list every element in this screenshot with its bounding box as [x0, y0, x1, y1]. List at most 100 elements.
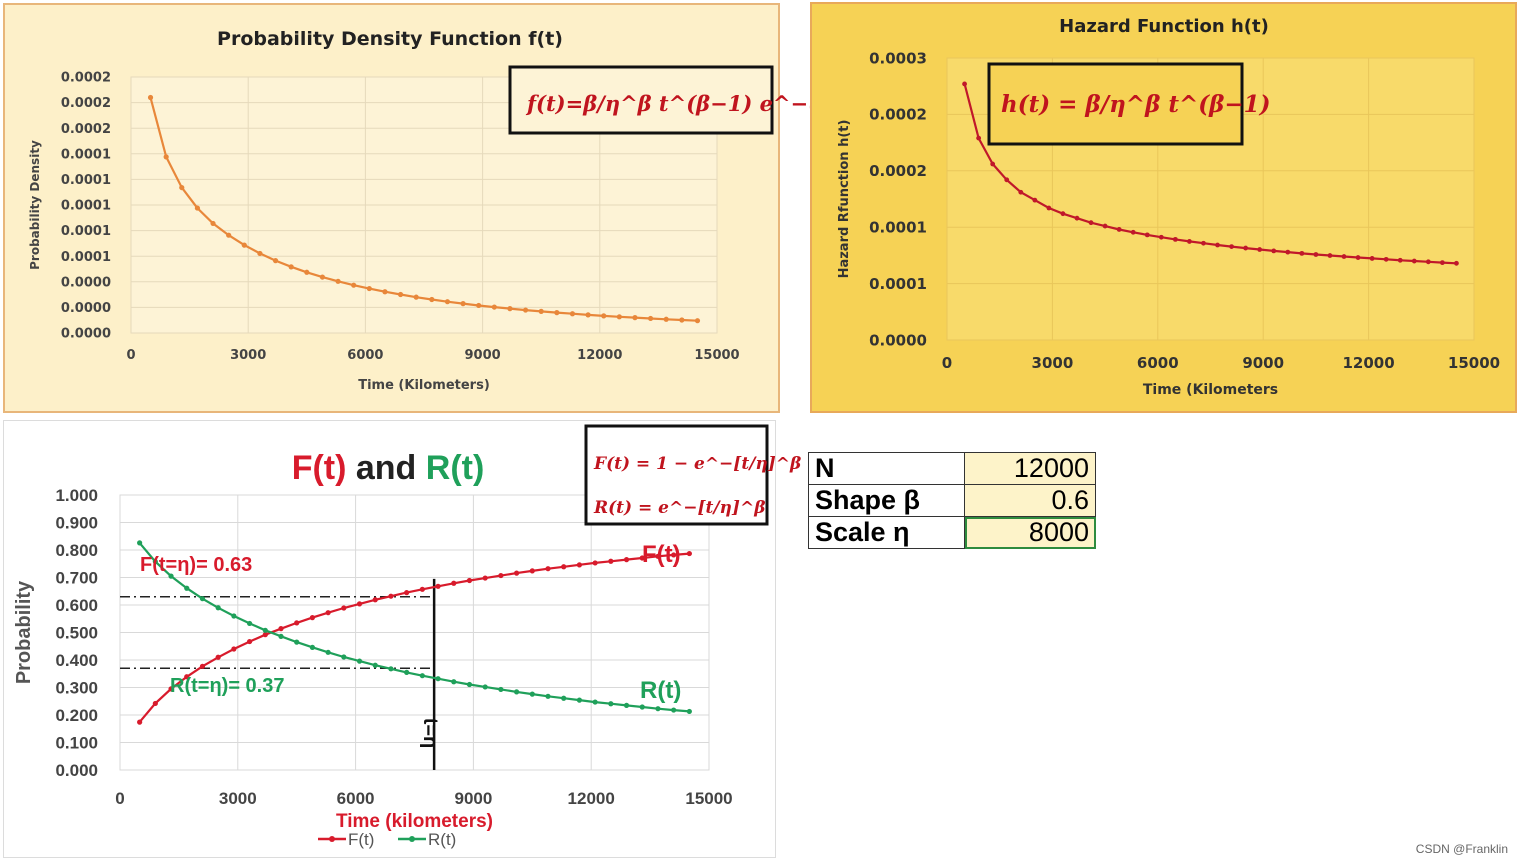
chart-title-part: R(t): [416, 449, 484, 487]
y-tick-label: 0.0000: [61, 301, 111, 316]
R-series-point: [199, 596, 206, 602]
hazard-series-point: [1299, 250, 1305, 256]
pdf-series-point: [538, 308, 544, 314]
chart-title: Hazard Function h(t): [1059, 16, 1269, 37]
x-tick-label: 15000: [1448, 354, 1500, 372]
F-series-point: [623, 557, 630, 563]
R-series-point: [466, 681, 473, 688]
F-series-point: [482, 575, 488, 581]
F-series-point: [231, 646, 237, 652]
y-tick-label: 0.900: [55, 513, 98, 532]
pdf-series-point: [569, 311, 576, 317]
R-series-point: [152, 558, 158, 565]
hazard-series-point: [1439, 260, 1445, 266]
pdf-series-point: [663, 316, 669, 322]
F-series-point: [435, 583, 441, 589]
R-series-point: [168, 573, 174, 579]
param-row-shape: Shape β 0.6: [808, 484, 1096, 517]
pdf-series-point: [272, 258, 279, 264]
annotation-R-end: R(t): [640, 677, 681, 704]
x-tick-label: 0: [942, 354, 952, 372]
x-tick-label: 12000: [568, 789, 615, 808]
F-series-point: [246, 638, 253, 645]
R-series-point: [561, 695, 567, 701]
annotation-F-at-eta: F(t=η)= 0.63: [140, 554, 252, 576]
R-series-point: [529, 691, 535, 697]
pdf-series-point: [163, 154, 169, 160]
x-tick-label: 6000: [337, 789, 375, 808]
R-series-point: [686, 708, 692, 715]
R-series-point: [215, 605, 221, 611]
hazard-series-point: [1187, 239, 1192, 244]
param-value-cell[interactable]: 8000: [964, 516, 1096, 549]
R-series-point: [262, 627, 268, 633]
F-series-point: [137, 719, 143, 725]
legend-F-marker: [329, 836, 335, 842]
F-formula: F(t) = 1 − e^−[t/η]^β: [593, 454, 801, 474]
x-tick-label: 9000: [465, 348, 501, 363]
y-tick-label: 0.300: [55, 678, 98, 697]
annotation-F-end: F(t): [642, 541, 681, 568]
param-value-cell[interactable]: 0.6: [964, 484, 1096, 517]
x-tick-label: 3000: [1032, 354, 1074, 372]
x-tick-label: 12000: [1343, 354, 1395, 372]
param-value-cell[interactable]: 12000: [964, 452, 1096, 485]
pdf-series-point: [491, 304, 497, 310]
y-tick-label: 0.0001: [61, 147, 111, 162]
x-axis-label: Time (kilometers): [336, 811, 493, 832]
hazard-series-point: [1271, 248, 1277, 254]
pdf-series-point: [679, 317, 685, 323]
cdf-reliability-chart-panel: 0 3000 6000 9000 12000 15000 0.000 0.100 0.200 0.…: [3, 420, 801, 858]
F-series-point: [639, 555, 645, 561]
F-series-point: [356, 601, 363, 607]
hazard-series-point: [1355, 255, 1361, 260]
watermark-text: CSDN @Franklin: [1415, 842, 1508, 856]
hazard-series-point: [990, 161, 996, 167]
param-row-n: N 12000: [808, 452, 1096, 485]
F-series-point: [278, 626, 284, 632]
F-series-point: [513, 570, 520, 576]
hazard-series-point: [1229, 244, 1234, 250]
pdf-series-point: [476, 302, 482, 309]
x-tick-label: 9000: [1242, 354, 1284, 372]
y-axis-label: Probability Density: [28, 140, 42, 270]
F-series-point: [309, 615, 316, 621]
legend-R-marker: [409, 836, 415, 842]
pdf-chart-panel: 0 3000 6000 9000 12000 15000 0.0000 0.0000 0.000…: [3, 3, 892, 413]
y-tick-label: 0.0000: [869, 331, 927, 349]
hazard-series-point: [1004, 177, 1010, 183]
hazard-series-point: [1383, 256, 1389, 262]
F-series-point: [419, 586, 425, 592]
R-series-point: [341, 654, 347, 660]
pdf-series-point: [147, 94, 154, 101]
hazard-series-point: [1102, 223, 1108, 229]
F-series-point: [341, 605, 347, 611]
R-series-point: [309, 644, 316, 650]
pdf-series-point: [429, 296, 435, 303]
F-series-point: [655, 553, 661, 559]
hazard-series-point: [1257, 247, 1263, 252]
x-tick-label: 15000: [694, 348, 739, 363]
y-tick-label: 0.0001: [869, 218, 927, 236]
hazard-series-point: [1313, 252, 1319, 257]
R-series-line: [138, 542, 690, 713]
hazard-series-point: [1060, 211, 1066, 217]
y-tick-label: 0.0002: [61, 71, 111, 86]
pdf-series-point: [632, 315, 638, 321]
R-series-point: [372, 662, 378, 668]
y-tick-label: 0.700: [55, 568, 98, 587]
pdf-series-point: [179, 184, 185, 191]
chart-title: Probability Density Function f(t): [217, 28, 563, 50]
pdf-series-point: [382, 289, 388, 295]
pdf-series-point: [413, 294, 419, 300]
pdf-series-point: [288, 264, 294, 270]
x-tick-label: 3000: [219, 789, 257, 808]
F-series-point: [388, 593, 394, 599]
legend-F-label: F(t): [348, 830, 374, 849]
y-tick-label: 0.0003: [869, 49, 927, 67]
F-series-point: [466, 577, 473, 584]
y-tick-label: 0.200: [55, 706, 98, 725]
R-series-point: [592, 699, 598, 705]
R-series-point: [608, 701, 614, 707]
pdf-series-point: [585, 312, 591, 318]
